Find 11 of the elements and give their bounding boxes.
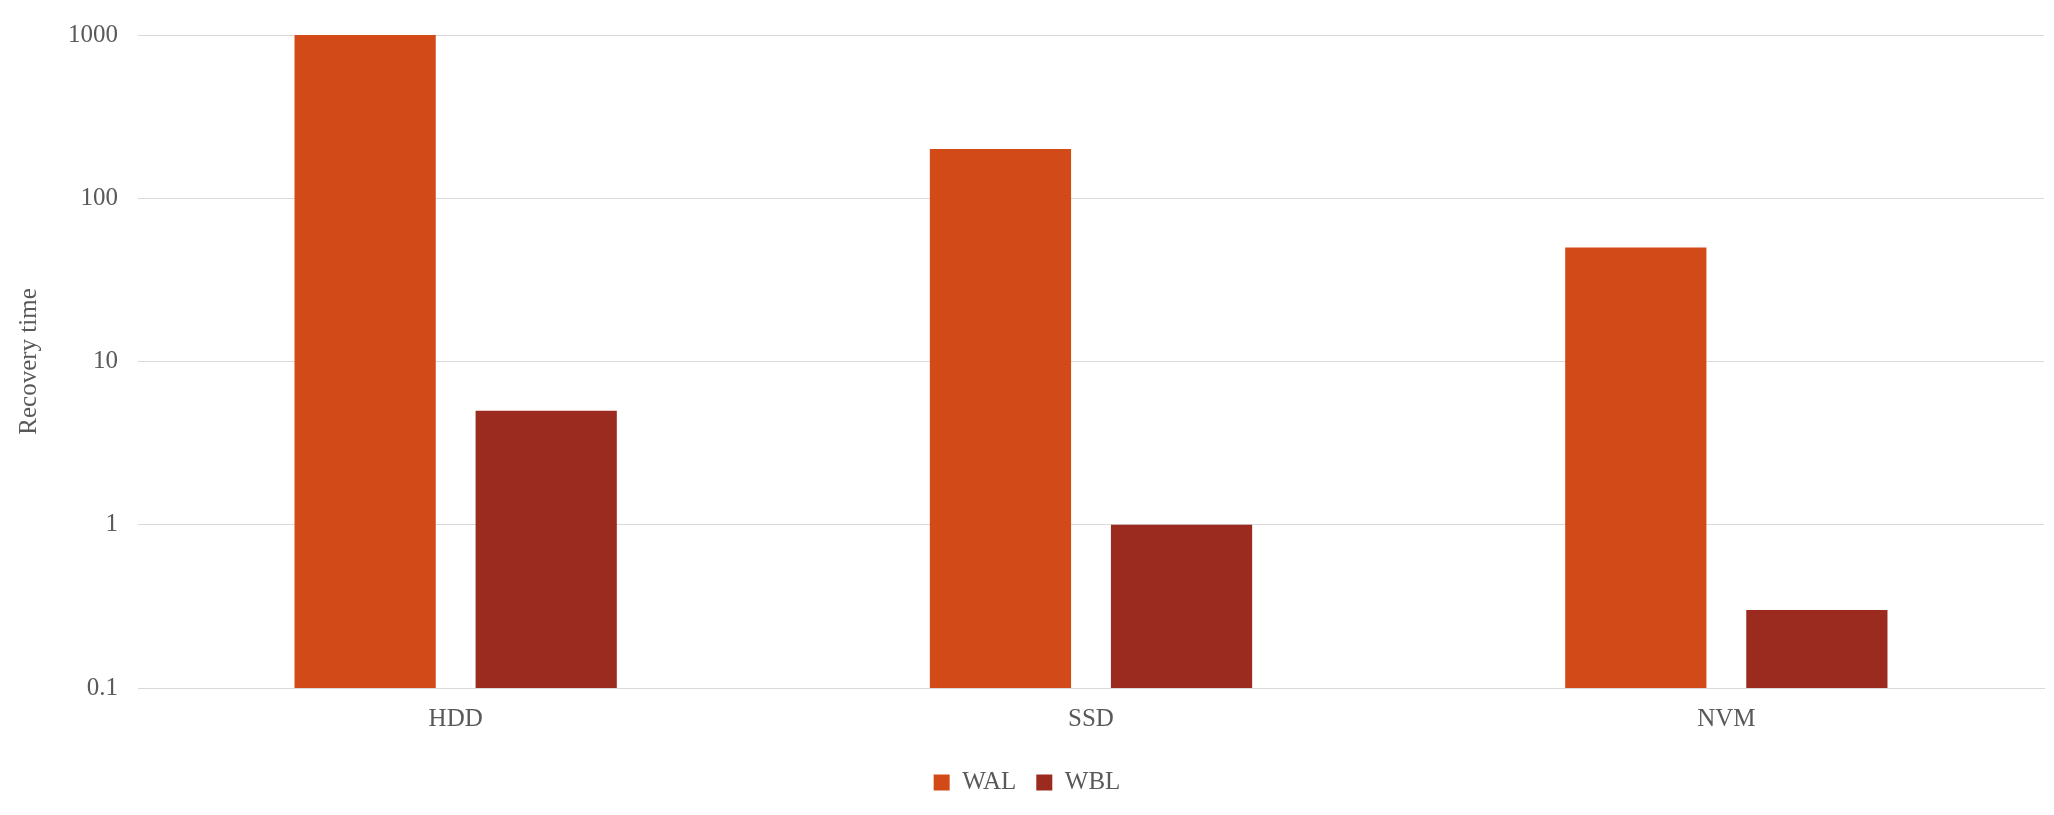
- x-tick-label: SSD: [1068, 703, 1114, 731]
- legend-label: WAL: [962, 767, 1017, 795]
- x-tick-label: HDD: [428, 703, 483, 731]
- x-tick-label: NVM: [1697, 703, 1756, 731]
- y-tick-label: 1000: [68, 19, 118, 47]
- y-tick-label: 10: [93, 346, 118, 374]
- y-tick-label: 100: [80, 182, 118, 210]
- y-tick-label: 0.1: [86, 672, 118, 700]
- y-tick-label: 1: [105, 509, 118, 537]
- y-axis-title: Recovery time: [13, 288, 41, 435]
- legend-label: WBL: [1064, 767, 1121, 795]
